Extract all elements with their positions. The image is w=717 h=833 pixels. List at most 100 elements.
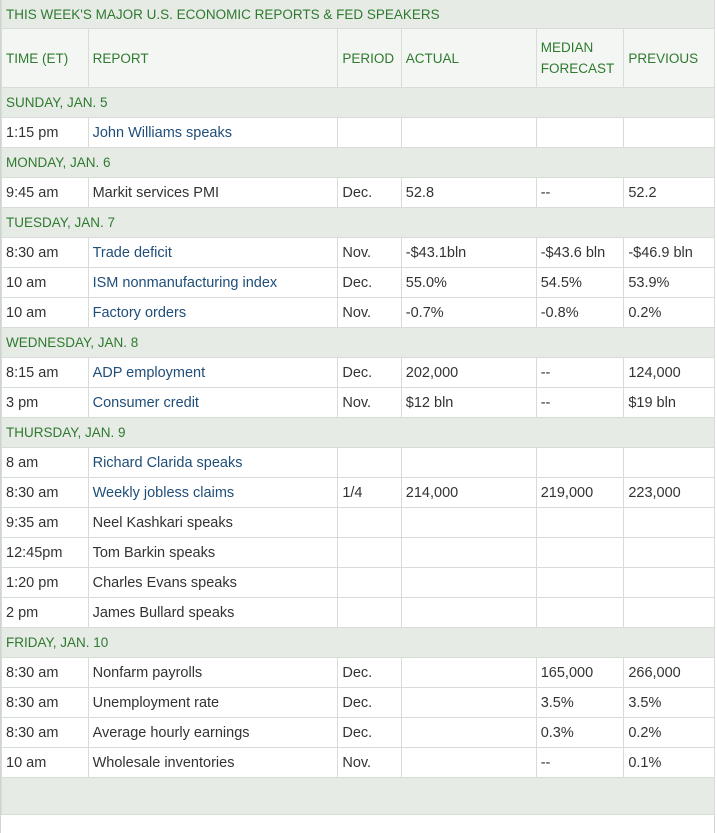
day-header-row: FRIDAY, JAN. 10 [1,627,715,658]
cell-actual [400,657,537,688]
cell-time: 2 pm [1,597,89,628]
cell-report[interactable]: Factory orders [87,297,339,328]
cell-report[interactable]: ISM nonmanufacturing index [87,267,339,298]
cell-previous: 266,000 [623,657,715,688]
table-row: 8:30 am Nonfarm payrolls Dec. 165,000 266,00… [1,657,715,688]
cell-report[interactable]: Richard Clarida speaks [87,447,339,478]
cell-actual [400,597,537,628]
header-time: TIME (ET) [1,28,89,88]
cell-previous [623,507,715,538]
cell-period: Dec. [337,657,402,688]
day-label: FRIDAY, JAN. 10 [1,627,715,658]
cell-period: Nov. [337,387,402,418]
cell-report[interactable]: ADP employment [87,357,339,388]
day-header-row: TUESDAY, JAN. 7 [1,207,715,238]
cell-report[interactable]: Consumer credit [87,387,339,418]
cell-time: 8:30 am [1,657,89,688]
cell-previous: 124,000 [623,357,715,388]
cell-time: 8:30 am [1,477,89,508]
cell-period: Dec. [337,357,402,388]
cell-forecast: -- [535,387,625,418]
cell-time: 10 am [1,747,89,778]
cell-report: Nonfarm payrolls [87,657,339,688]
cell-actual: -$43.1bln [400,237,537,268]
cell-report[interactable]: John Williams speaks [87,117,339,148]
cell-actual [400,117,537,148]
cell-time: 8:30 am [1,687,89,718]
table-row: 8:30 am Average hourly earnings Dec. 0.3% 0.… [1,717,715,748]
cell-period [337,507,402,538]
cell-actual: 214,000 [400,477,537,508]
cell-period: Dec. [337,717,402,748]
table-footer-row [1,777,715,815]
cell-time: 12:45pm [1,537,89,568]
cell-previous [623,567,715,598]
day-header-row: SUNDAY, JAN. 5 [1,87,715,118]
cell-report[interactable]: Trade deficit [87,237,339,268]
cell-actual [400,537,537,568]
cell-forecast [535,507,625,538]
cell-previous [623,537,715,568]
cell-time: 1:20 pm [1,567,89,598]
header-forecast-line1: MEDIAN [540,40,594,55]
cell-previous [623,597,715,628]
cell-previous: -$46.9 bln [623,237,715,268]
header-previous: PREVIOUS [623,28,715,88]
cell-previous [623,447,715,478]
cell-previous: 52.2 [623,177,715,208]
table-row: 1:20 pm Charles Evans speaks [1,567,715,598]
table-row: 8:30 am Weekly jobless claims 1/4 214,000 21… [1,477,715,508]
cell-forecast [535,117,625,148]
cell-actual [400,687,537,718]
cell-report: Wholesale inventories [87,747,339,778]
cell-previous: 0.1% [623,747,715,778]
table-row: 8 am Richard Clarida speaks [1,447,715,478]
cell-time: 8:30 am [1,717,89,748]
cell-forecast: -- [535,177,625,208]
table-row: 10 am Factory orders Nov. -0.7% -0.8% 0.2% [1,297,715,328]
cell-forecast: -- [535,747,625,778]
table-row: 3 pm Consumer credit Nov. $12 bln -- $19 bln [1,387,715,418]
cell-previous [623,117,715,148]
cell-forecast [535,537,625,568]
cell-period [337,117,402,148]
cell-period: Nov. [337,237,402,268]
cell-report[interactable]: Weekly jobless claims [87,477,339,508]
cell-period [337,567,402,598]
cell-period: Dec. [337,177,402,208]
table-row: 8:15 am ADP employment Dec. 202,000 -- 124,00… [1,357,715,388]
cell-forecast [535,447,625,478]
cell-period [337,537,402,568]
cell-previous: 3.5% [623,687,715,718]
cell-forecast [535,567,625,598]
cell-previous: $19 bln [623,387,715,418]
cell-time: 10 am [1,297,89,328]
table-row: 2 pm James Bullard speaks [1,597,715,628]
cell-time: 10 am [1,267,89,298]
table-row: 10 am ISM nonmanufacturing index Dec. 55.0%… [1,267,715,298]
cell-actual [400,507,537,538]
cell-actual: 55.0% [400,267,537,298]
cell-time: 9:35 am [1,507,89,538]
cell-previous: 223,000 [623,477,715,508]
cell-previous: 0.2% [623,717,715,748]
cell-period [337,597,402,628]
cell-period: Nov. [337,297,402,328]
cell-actual [400,717,537,748]
day-label: WEDNESDAY, JAN. 8 [1,327,715,358]
cell-forecast: -0.8% [535,297,625,328]
cell-forecast: -- [535,357,625,388]
table-row: 1:15 pm John Williams speaks [1,117,715,148]
cell-actual [400,447,537,478]
cell-actual: -0.7% [400,297,537,328]
day-header-row: THURSDAY, JAN. 9 [1,417,715,448]
day-label: THURSDAY, JAN. 9 [1,417,715,448]
header-forecast-line2: FORECAST [540,61,615,76]
cell-period [337,447,402,478]
cell-forecast: 3.5% [535,687,625,718]
header-actual: ACTUAL [400,28,537,88]
header-row: TIME (ET) REPORT PERIOD ACTUAL MEDIAN FOR… [1,28,715,88]
day-label: MONDAY, JAN. 6 [1,147,715,178]
header-median-forecast: MEDIAN FORECAST [535,28,625,88]
